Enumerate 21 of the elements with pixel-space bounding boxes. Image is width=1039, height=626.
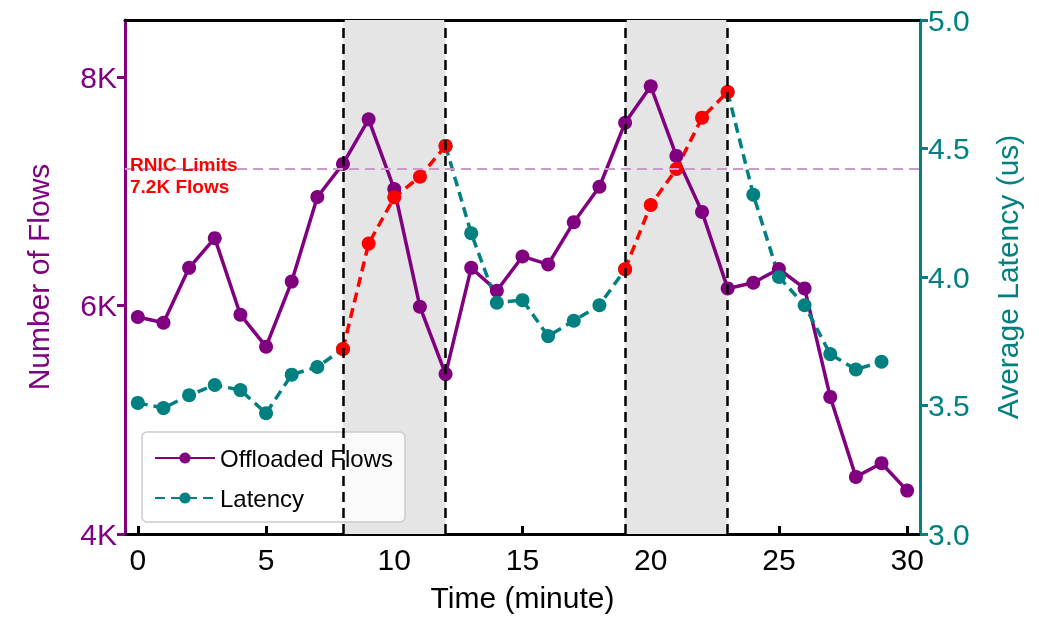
x-tick-label: 25 bbox=[762, 542, 796, 576]
ref-line-label: RNIC Limits 7.2K Flows bbox=[130, 153, 238, 197]
y2-tick-label: 4.5 bbox=[928, 132, 970, 165]
x-tick-label: 30 bbox=[890, 542, 924, 576]
y-tick-label: 8K bbox=[80, 60, 117, 94]
x-tick-label: 15 bbox=[505, 542, 540, 576]
y2-tick-label: 3.5 bbox=[928, 389, 970, 422]
x-axis-title: Time (minute) bbox=[430, 580, 615, 614]
y2-tick-label: 3.0 bbox=[928, 517, 970, 551]
y-tick-label: 4K bbox=[80, 517, 117, 551]
legend-label: Offloaded Flows bbox=[220, 444, 393, 472]
x-tick-label: 0 bbox=[129, 542, 147, 576]
x-tick-label: 10 bbox=[377, 542, 411, 576]
y-axis-title: Number of Flows bbox=[21, 163, 55, 391]
y2-tick-label: 4.0 bbox=[928, 260, 970, 294]
x-tick-label: 5 bbox=[257, 542, 275, 576]
legend-label: Latency bbox=[220, 484, 305, 512]
x-tick-label: 20 bbox=[634, 542, 668, 576]
y2-tick-label: 5.0 bbox=[928, 3, 970, 37]
y-tick-label: 6K bbox=[80, 289, 117, 323]
y2-axis-title: Average Latency (us) bbox=[990, 134, 1024, 420]
